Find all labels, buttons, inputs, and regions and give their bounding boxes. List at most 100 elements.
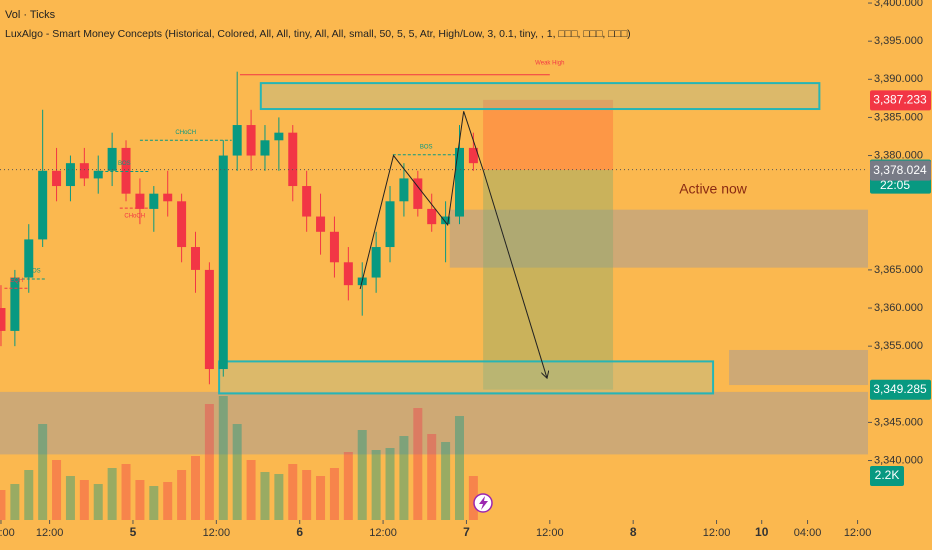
volume-label-box: [870, 466, 904, 486]
candle-body: [260, 140, 270, 156]
volume-bar: [218, 396, 228, 520]
volume-bar: [52, 460, 62, 520]
candle-body: [288, 132, 298, 187]
candle-body: [441, 216, 451, 225]
y-tick-label: 3,365.000: [874, 264, 923, 276]
price-label: 3,349.285: [873, 382, 927, 396]
labels: Weak High EQH BOS BOS CHoCH CHoCH BOS Active no…: [10, 60, 932, 550]
candle-body: [52, 170, 62, 187]
candle-body: [468, 147, 478, 164]
candle-body: [218, 155, 228, 370]
x-tick-label: 12:00: [369, 527, 397, 539]
volume-bar: [357, 430, 367, 520]
candle-body: [302, 186, 312, 217]
y-tick-label: 3,340.000: [874, 454, 923, 466]
volume-bar: [121, 464, 131, 520]
gray-zone: [729, 349, 868, 386]
price-label: 3,387.233: [873, 93, 927, 107]
structure-label: BOS: [420, 144, 433, 150]
candle-body: [93, 170, 103, 179]
volume-bar: [93, 484, 103, 520]
volume-bar: [232, 424, 242, 520]
volume-bar: [274, 474, 284, 520]
x-tick-label: 12:00: [203, 527, 231, 539]
volume-bar: [107, 468, 117, 520]
price-label-box: [870, 90, 931, 111]
candle-body: [121, 147, 131, 194]
target-zone: [483, 170, 614, 390]
candle-body: [38, 170, 48, 240]
candle-body: [454, 147, 464, 217]
volume: [0, 396, 478, 520]
candle-body: [190, 247, 200, 270]
y-tick-label: 3,385.000: [874, 111, 923, 123]
x-tick-label: 8: [630, 525, 637, 539]
candle-body: [204, 269, 214, 370]
candles: [0, 71, 478, 385]
x-tick-label: 12:00: [36, 527, 64, 539]
volume-bar: [302, 470, 312, 520]
price-label-box: [870, 160, 931, 181]
time-axis-panel: [0, 520, 868, 550]
candle-body: [177, 201, 187, 248]
candle-body: [329, 231, 339, 263]
gray-zone: [0, 391, 868, 455]
indicator-title: Vol · Ticks: [5, 9, 56, 21]
x-tick-label: 10: [755, 525, 769, 539]
volume-bar: [343, 452, 353, 520]
price-countdown: 22:05: [880, 178, 910, 192]
price-label-box: [870, 379, 931, 400]
price-label: 3,378.024: [873, 163, 927, 177]
volume-bar: [468, 476, 478, 520]
x-tick-label: 7: [463, 525, 470, 539]
candle-body: [79, 163, 89, 179]
x-tick-label: 6: [296, 525, 303, 539]
volume-bar: [190, 456, 200, 520]
volume-bar: [260, 472, 270, 520]
zigzag: [359, 111, 484, 290]
structure-label: CHoCH: [124, 214, 145, 220]
candle-body: [371, 247, 381, 278]
candle-body: [316, 216, 326, 232]
y-tick-label: 3,355.000: [874, 340, 923, 352]
y-tick-label: 3,400.000: [874, 0, 923, 9]
candle-body: [10, 277, 20, 331]
candle-body: [413, 178, 423, 209]
volume-bar: [204, 404, 214, 520]
candle-body: [385, 201, 395, 248]
volume-bar: [10, 484, 20, 520]
order-block: [218, 360, 715, 395]
drawings: [0, 74, 868, 378]
volume-bar: [399, 436, 409, 520]
structure-label: EQH: [10, 278, 23, 284]
candle-body: [232, 125, 242, 156]
candle-body: [274, 132, 284, 141]
volume-bar: [177, 470, 187, 520]
alert-icon[interactable]: [473, 493, 493, 513]
volume-bar: [441, 442, 451, 520]
y-tick-label: 3,395.000: [874, 35, 923, 47]
y-tick-label: 3,360.000: [874, 302, 923, 314]
alert-bolt[interactable]: [479, 496, 488, 510]
volume-bar: [0, 490, 6, 520]
axis-corner: [920, 520, 932, 550]
x-tick-label: 04:00: [794, 527, 822, 539]
candle-body: [149, 193, 159, 209]
volume-bar: [65, 476, 75, 520]
x-tick-label: 12:00: [844, 527, 872, 539]
volume-bar: [329, 468, 339, 520]
structure-label: CHoCH: [175, 130, 196, 136]
projection-arrow: [482, 169, 547, 378]
structure-label: BOS: [28, 269, 41, 275]
note: Active now: [679, 181, 748, 197]
x-tick-label: 5: [130, 525, 137, 539]
candle-body: [135, 193, 145, 209]
order-block: [259, 82, 821, 111]
volume-bar: [413, 408, 423, 520]
gray-zone: [449, 209, 868, 268]
volume-bar: [24, 470, 34, 520]
volume-bar: [149, 486, 159, 520]
candle-body: [65, 163, 75, 187]
